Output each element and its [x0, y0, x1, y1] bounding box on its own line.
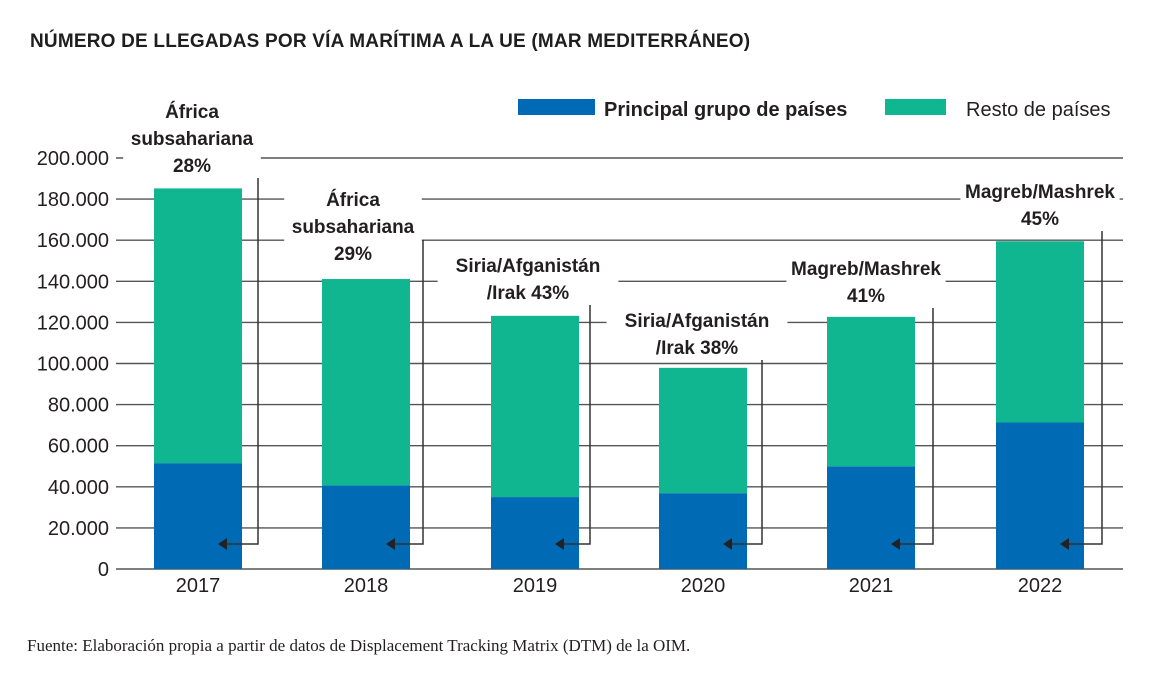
y-tick-label: 0	[98, 559, 109, 581]
annotation-label: /Irak 38%	[656, 338, 738, 359]
annotation-label: 45%	[1021, 209, 1059, 230]
annotation-background	[606, 308, 788, 360]
y-tick-label: 20.000	[48, 518, 109, 540]
annotation-label: /Irak 43%	[487, 283, 569, 304]
x-tick-label: 2017	[176, 575, 221, 597]
arrow-head-icon	[386, 538, 395, 550]
connector-line	[1068, 212, 1103, 545]
annotation-background	[284, 187, 422, 266]
y-tick-label: 160.000	[37, 230, 109, 252]
annotation-label: África	[165, 101, 219, 123]
annotation-label: Magreb/Mashrek	[965, 182, 1115, 203]
bars	[154, 188, 1084, 569]
annotation-background	[437, 253, 619, 305]
x-axis-ticks: 2017 2018 2019 2020 2021 2022	[176, 575, 1063, 597]
bar-segment-principal	[154, 463, 242, 569]
annotation-label: subsahariana	[292, 217, 415, 238]
y-tick-label: 120.000	[37, 312, 109, 334]
annotation-label: 29%	[334, 244, 372, 265]
bar-segment-principal	[491, 497, 579, 569]
annotation-background	[960, 179, 1120, 231]
arrow-head-icon	[891, 538, 900, 550]
x-tick-label: 2018	[344, 575, 389, 597]
x-tick-label: 2021	[849, 575, 894, 597]
connector-line	[563, 280, 591, 545]
bar-segment-resto	[491, 315, 579, 498]
connector-line	[731, 336, 763, 545]
chart-title: NÚMERO DE LLEGADAS POR VÍA MARÍTIMA A LA…	[30, 30, 750, 52]
annotation-background	[786, 256, 946, 308]
legend-label-principal: Principal grupo de países	[604, 99, 847, 121]
connector-line	[226, 152, 259, 545]
arrow-head-icon	[218, 538, 227, 550]
legend: Principal grupo de países Resto de paíse…	[518, 99, 1111, 121]
y-tick-label: 200.000	[37, 148, 109, 170]
annotation-label: Magreb/Mashrek	[791, 259, 941, 280]
annotation-label: Siria/Afganistán	[625, 311, 770, 332]
annotation-label: África	[326, 189, 380, 211]
legend-swatch-principal	[518, 99, 595, 115]
x-tick-label: 2019	[513, 575, 558, 597]
bar-segment-principal	[827, 466, 915, 569]
bar-segment-resto	[996, 241, 1084, 423]
arrow-head-icon	[1060, 538, 1069, 550]
annotation-label: 41%	[847, 286, 885, 307]
bar-segment-resto	[827, 316, 915, 467]
bar-segment-resto	[659, 367, 747, 494]
bar-segment-principal	[322, 485, 410, 569]
x-tick-label: 2020	[681, 575, 726, 597]
annotations: África subsahariana 28% África subsahariana 2…	[123, 99, 1120, 360]
annotation-connectors	[218, 152, 1103, 550]
arrow-head-icon	[555, 538, 564, 550]
y-tick-label: 60.000	[48, 436, 109, 458]
annotation-background	[123, 99, 261, 178]
y-tick-label: 180.000	[37, 189, 109, 211]
x-tick-label: 2022	[1018, 575, 1063, 597]
legend-swatch-resto	[885, 99, 946, 115]
bar-segment-resto	[322, 279, 410, 486]
y-tick-label: 80.000	[48, 395, 109, 417]
gridlines	[116, 157, 1123, 570]
bar-segment-principal	[659, 493, 747, 569]
y-tick-label: 100.000	[37, 354, 109, 376]
annotation-label: Siria/Afganistán	[456, 256, 601, 277]
y-tick-label: 140.000	[37, 271, 109, 293]
connector-line	[899, 285, 934, 545]
legend-label-resto: Resto de países	[966, 99, 1111, 121]
annotation-label: 28%	[173, 156, 211, 177]
connector-line	[394, 240, 424, 545]
annotation-label: subsahariana	[131, 129, 254, 150]
source-note: Fuente: Elaboración propia a partir de d…	[27, 636, 690, 655]
arrow-head-icon	[723, 538, 732, 550]
bar-segment-resto	[154, 188, 242, 464]
bar-segment-principal	[996, 422, 1084, 569]
y-axis-ticks: 0 20.000 40.000 60.000 80.000 100.000 120.000 1…	[37, 148, 109, 581]
y-tick-label: 40.000	[48, 477, 109, 499]
